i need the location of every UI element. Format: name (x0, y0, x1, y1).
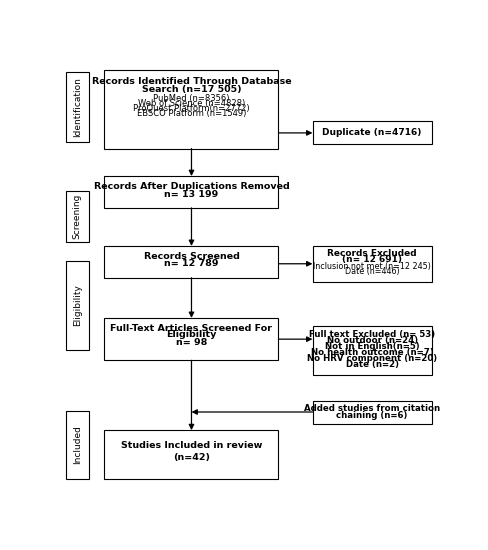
Text: n= 13 199: n= 13 199 (164, 190, 219, 199)
Text: Identification: Identification (73, 77, 82, 137)
Text: No health outcome (n=7): No health outcome (n=7) (311, 348, 433, 358)
Bar (65, 261, 89, 350)
Text: Eligibility: Eligibility (73, 284, 82, 326)
Text: No outdoor (n=24): No outdoor (n=24) (326, 336, 418, 345)
Text: (n= 12 691): (n= 12 691) (342, 255, 402, 264)
Text: Date (n=2): Date (n=2) (346, 360, 399, 369)
Bar (65, 73, 89, 142)
Text: Web of Science (n=4828): Web of Science (n=4828) (138, 99, 245, 108)
Text: Records Screened: Records Screened (143, 252, 240, 261)
Bar (65, 411, 89, 479)
Bar (104, 176, 279, 208)
Text: Records Identified Through Database: Records Identified Through Database (92, 78, 291, 86)
Text: Studies Included in review: Studies Included in review (121, 441, 262, 450)
Bar (312, 327, 432, 375)
Text: n= 98: n= 98 (176, 338, 207, 346)
Text: Full-Text Articles Screened For: Full-Text Articles Screened For (110, 324, 272, 333)
Text: Search (n=17 505): Search (n=17 505) (142, 85, 241, 94)
Bar (312, 400, 432, 424)
Bar (104, 70, 279, 148)
Text: n= 12 789: n= 12 789 (164, 260, 219, 268)
Bar (104, 246, 279, 278)
Text: Inclusion not met (n=12 245): Inclusion not met (n=12 245) (313, 262, 431, 271)
Text: Duplicate (n=4716): Duplicate (n=4716) (323, 128, 422, 137)
Text: Records Excluded: Records Excluded (327, 249, 417, 258)
Text: Added studies from citation: Added studies from citation (304, 404, 440, 413)
Text: (n=42): (n=42) (173, 453, 210, 463)
Text: EBSCO Platform (n=1549): EBSCO Platform (n=1549) (137, 109, 246, 118)
Bar (312, 121, 432, 144)
Bar (104, 430, 279, 479)
Bar (312, 246, 432, 282)
Text: Screening: Screening (73, 194, 82, 239)
Text: Not in English(n=5): Not in English(n=5) (325, 342, 419, 351)
Text: Eligibility: Eligibility (166, 331, 217, 339)
Text: chaining (n=6): chaining (n=6) (336, 411, 408, 420)
Bar (104, 318, 279, 360)
Text: Records After Duplications Removed: Records After Duplications Removed (94, 182, 289, 191)
Text: Date (n=446): Date (n=446) (345, 267, 399, 276)
Text: Full text Excluded (n= 53): Full text Excluded (n= 53) (309, 330, 435, 339)
Text: PubMed (n=8356): PubMed (n=8356) (153, 94, 230, 103)
Text: ProQuest Platform(n=2772): ProQuest Platform(n=2772) (133, 103, 250, 113)
Text: No HRV component (n=20): No HRV component (n=20) (307, 354, 437, 364)
Text: Included: Included (73, 426, 82, 464)
Bar (65, 191, 89, 242)
